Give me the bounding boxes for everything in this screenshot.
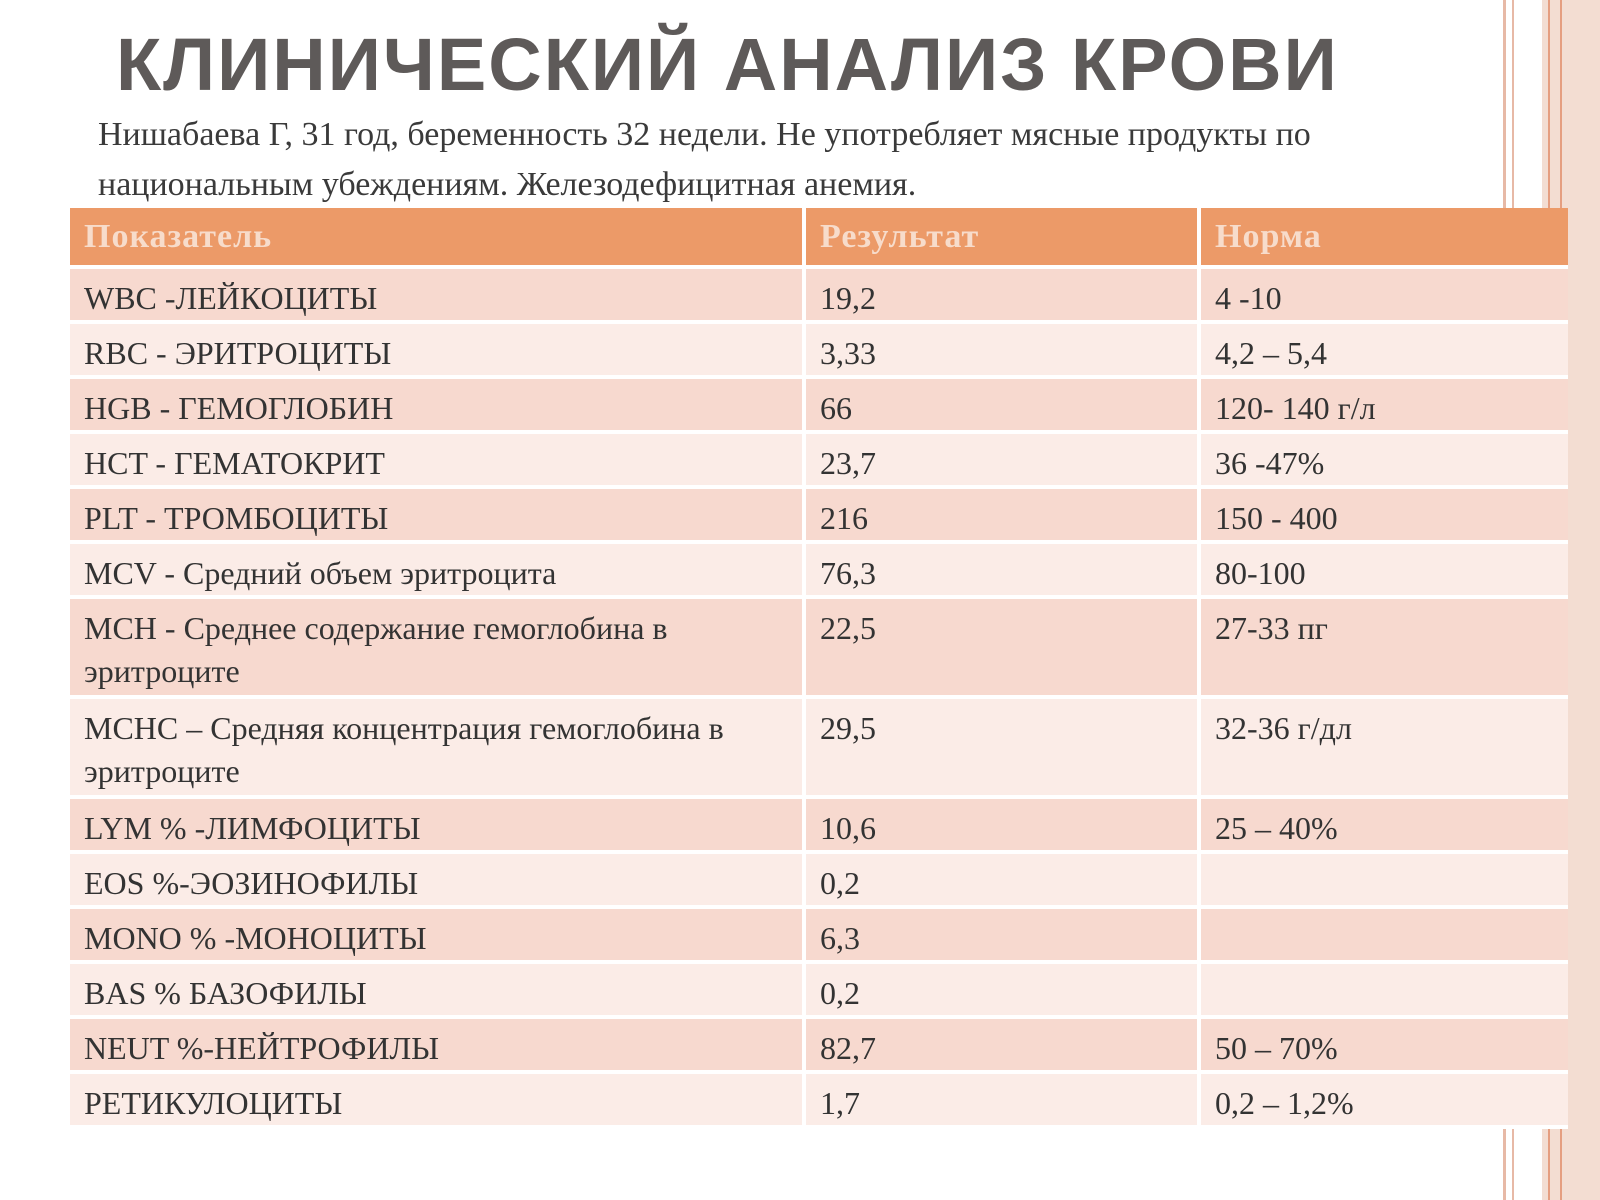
indicator-cell: HCT - ГЕМАТОКРИТ	[70, 432, 806, 489]
case-description: Нишабаева Г, 31 год, беременность 32 нед…	[98, 116, 1311, 203]
result-cell: 1,7	[804, 1072, 1201, 1129]
norm-cell: 120- 140 г/л	[1199, 377, 1568, 434]
table-row: РЕТИКУЛОЦИТЫ 1,7 0,2 – 1,2%	[70, 1072, 1568, 1129]
indicator-cell: HGB - ГЕМОГЛОБИН	[70, 377, 806, 434]
result-cell: 23,7	[804, 432, 1201, 489]
indicator-cell: NEUT %-НЕЙТРОФИЛЫ	[70, 1017, 806, 1074]
norm-cell: 4 -10	[1199, 267, 1568, 324]
indicator-cell: BAS % БАЗОФИЛЫ	[70, 962, 806, 1019]
norm-cell	[1199, 962, 1568, 1019]
table-row: BAS % БАЗОФИЛЫ 0,2	[70, 962, 1568, 1019]
indicator-cell: EOS %-ЭОЗИНОФИЛЫ	[70, 852, 806, 909]
indicator-cell: PLT - ТРОМБОЦИТЫ	[70, 487, 806, 544]
norm-cell: 150 - 400	[1199, 487, 1568, 544]
indicator-cell: RBC - ЭРИТРОЦИТЫ	[70, 322, 806, 379]
indicator-cell: MONO % -МОНОЦИТЫ	[70, 907, 806, 964]
result-cell: 3,33	[804, 322, 1201, 379]
table-row: LYM % -ЛИМФОЦИТЫ 10,6 25 – 40%	[70, 797, 1568, 854]
table-row: MCH - Среднее содержание гемоглобина в э…	[70, 597, 1568, 699]
table-row: MONO % -МОНОЦИТЫ 6,3	[70, 907, 1568, 964]
result-cell: 19,2	[804, 267, 1201, 324]
result-cell: 22,5	[804, 597, 1201, 699]
table-header-row: Показатель Результат Норма	[70, 208, 1568, 269]
result-cell: 29,5	[804, 697, 1201, 799]
norm-cell: 80-100	[1199, 542, 1568, 599]
result-cell: 82,7	[804, 1017, 1201, 1074]
result-cell: 6,3	[804, 907, 1201, 964]
indicator-cell: MCHC – Средняя концентрация гемоглобина …	[70, 697, 806, 799]
table-row: MCV - Средний объем эритроцита 76,3 80-1…	[70, 542, 1568, 599]
page-title: КЛИНИЧЕСКИЙ АНАЛИЗ КРОВИ	[116, 23, 1339, 106]
indicator-cell: WBC -ЛЕЙКОЦИТЫ	[70, 267, 806, 324]
norm-cell: 36 -47%	[1199, 432, 1568, 489]
table-row: WBC -ЛЕЙКОЦИТЫ 19,2 4 -10	[70, 267, 1568, 324]
result-cell: 10,6	[804, 797, 1201, 854]
result-cell: 66	[804, 377, 1201, 434]
table-row: NEUT %-НЕЙТРОФИЛЫ 82,7 50 – 70%	[70, 1017, 1568, 1074]
norm-cell	[1199, 852, 1568, 909]
norm-cell	[1199, 907, 1568, 964]
result-cell: 216	[804, 487, 1201, 544]
column-header-result: Результат	[804, 208, 1201, 269]
result-cell: 0,2	[804, 962, 1201, 1019]
result-cell: 76,3	[804, 542, 1201, 599]
column-header-indicator: Показатель	[70, 208, 806, 269]
table-row: HCT - ГЕМАТОКРИТ 23,7 36 -47%	[70, 432, 1568, 489]
table-row: EOS %-ЭОЗИНОФИЛЫ 0,2	[70, 852, 1568, 909]
norm-cell: 27-33 пг	[1199, 597, 1568, 699]
result-cell: 0,2	[804, 852, 1201, 909]
column-header-norm: Норма	[1199, 208, 1568, 269]
norm-cell: 4,2 – 5,4	[1199, 322, 1568, 379]
table-row: RBC - ЭРИТРОЦИТЫ 3,33 4,2 – 5,4	[70, 322, 1568, 379]
table-row: PLT - ТРОМБОЦИТЫ 216 150 - 400	[70, 487, 1568, 544]
indicator-cell: РЕТИКУЛОЦИТЫ	[70, 1072, 806, 1129]
table-row: HGB - ГЕМОГЛОБИН 66 120- 140 г/л	[70, 377, 1568, 434]
table-row: MCHC – Средняя концентрация гемоглобина …	[70, 697, 1568, 799]
norm-cell: 0,2 – 1,2%	[1199, 1072, 1568, 1129]
norm-cell: 50 – 70%	[1199, 1017, 1568, 1074]
blood-test-table: Показатель Результат Норма WBC -ЛЕЙКОЦИТ…	[70, 208, 1568, 1129]
indicator-cell: MCH - Среднее содержание гемоглобина в э…	[70, 597, 806, 699]
indicator-cell: LYM % -ЛИМФОЦИТЫ	[70, 797, 806, 854]
norm-cell: 32-36 г/дл	[1199, 697, 1568, 799]
norm-cell: 25 – 40%	[1199, 797, 1568, 854]
indicator-cell: MCV - Средний объем эритроцита	[70, 542, 806, 599]
